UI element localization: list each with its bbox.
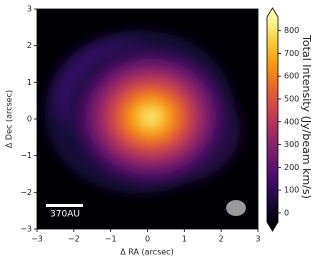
x-tick-label: 0 xyxy=(145,235,150,244)
colorbar-tick-label: 300 xyxy=(284,140,299,149)
colorbar-frame xyxy=(266,7,279,232)
y-tick-label: 1 xyxy=(27,78,32,87)
colorbar-label: Total Intensity (Jy/beam km/s) xyxy=(300,34,313,199)
x-tick-label: 2 xyxy=(219,235,224,244)
x-tick-label: −1 xyxy=(105,235,117,244)
y-axis-label: Δ Dec (arcsec) xyxy=(5,90,14,148)
y-tick-label: −3 xyxy=(20,225,32,234)
scale-bar-label: 370AU xyxy=(50,210,80,220)
colorbar-tick-label: 0 xyxy=(284,208,289,217)
y-tick-label: −1 xyxy=(20,151,32,160)
colorbar-tick-label: 600 xyxy=(284,72,299,81)
y-tick-label: 3 xyxy=(27,5,32,14)
colorbar-ramp xyxy=(267,17,278,222)
colorbar-tick-label: 400 xyxy=(284,117,299,126)
colorbar-tick-label: 200 xyxy=(284,163,299,172)
x-axis-label: Δ RA (arcsec) xyxy=(120,248,173,257)
colorbar-tick-label: 100 xyxy=(284,186,299,195)
beam xyxy=(226,200,246,216)
colorbar-tick-label: 800 xyxy=(284,26,299,35)
x-tick-label: 3 xyxy=(255,235,260,244)
colorbar-tick-label: 700 xyxy=(284,49,299,58)
image: 370AU xyxy=(37,9,258,229)
x-tick-label: −3 xyxy=(31,235,43,244)
y-tick-label: −2 xyxy=(20,188,32,197)
colorbar: 0 100 200 300 400 500 600 700 800 xyxy=(266,7,299,232)
colorbar-tick-label: 500 xyxy=(284,95,299,104)
colorbar-extend-top xyxy=(267,8,278,17)
x-tick-label: −2 xyxy=(68,235,80,244)
scale-bar xyxy=(46,204,83,207)
colorbar-extend-bottom xyxy=(267,222,278,231)
x-tick-label: 1 xyxy=(182,235,187,244)
y-tick-label: 2 xyxy=(27,41,32,50)
y-tick-label: 0 xyxy=(27,115,32,124)
